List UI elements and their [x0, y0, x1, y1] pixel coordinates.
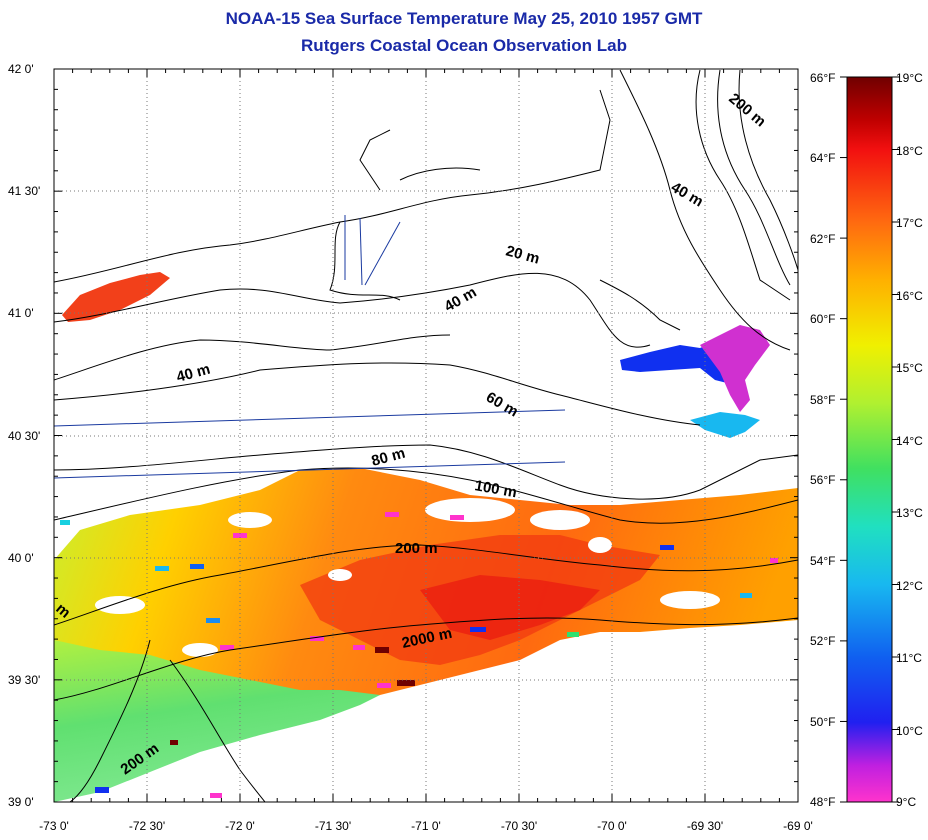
- lon-tick-label: -73 0': [39, 819, 69, 833]
- colorbar-gradient: [846, 76, 893, 803]
- colorbar-f-label: 50°F: [810, 715, 835, 729]
- lat-tick-label: 39 0': [8, 795, 34, 809]
- colorbar-c-label: 11°C: [896, 651, 922, 665]
- cloud-gap: [182, 643, 218, 657]
- colorbar-f-label: 66°F: [810, 71, 835, 85]
- depth-label: 20 m: [504, 242, 541, 267]
- cloud-gap: [660, 591, 720, 609]
- sst-cyan-patch: [690, 412, 760, 438]
- colorbar-c-label: 9°C: [896, 795, 916, 809]
- cloud-gap: [228, 512, 272, 528]
- colorbar-f-label: 52°F: [810, 634, 835, 648]
- lat-tick-label: 39 30': [8, 673, 40, 687]
- depth-label: 40 m: [442, 284, 480, 316]
- sst-cool-patch: [54, 640, 380, 802]
- lon-tick-label: -71 30': [315, 819, 351, 833]
- map-subtitle: Rutgers Coastal Ocean Observation Lab: [301, 36, 627, 55]
- lon-tick-label: -71 0': [411, 819, 441, 833]
- colorbar-f-label: 62°F: [810, 232, 835, 246]
- colorbar-c-label: 16°C: [896, 289, 923, 303]
- colorbar-c-label: 12°C: [896, 579, 923, 593]
- colorbar-f-label: 58°F: [810, 393, 835, 407]
- lat-tick-label: 40 30': [8, 429, 40, 443]
- colorbar-c-label: 18°C: [896, 144, 923, 158]
- lon-tick-label: -70 30': [501, 819, 537, 833]
- lat-tick-label: 41 30': [8, 184, 40, 198]
- depth-label: 60 m: [483, 389, 521, 421]
- sst-red-core-2: [420, 575, 600, 640]
- colorbar-f-label: 48°F: [810, 795, 835, 809]
- lat-tick-label: 42 0': [8, 62, 34, 76]
- colorbar-c-label: 17°C: [896, 216, 923, 230]
- depth-label: 200 m: [395, 540, 438, 557]
- lon-tick-label: -69 0': [783, 819, 813, 833]
- sst-magenta-patch: [700, 325, 770, 412]
- lat-tick-label: 40 0': [8, 551, 34, 565]
- cloud-gap: [530, 510, 590, 530]
- colorbar-c-label: 13°C: [896, 506, 923, 520]
- colorbar-f-label: 64°F: [810, 151, 835, 165]
- cloud-gap: [425, 498, 515, 522]
- sst-red-patch-li: [62, 272, 170, 322]
- colorbar-c-label: 15°C: [896, 361, 923, 375]
- lon-tick-label: -72 0': [225, 819, 255, 833]
- depth-label: 80 m: [370, 445, 407, 470]
- colorbar-f-label: 56°F: [810, 473, 835, 487]
- map-title: NOAA-15 Sea Surface Temperature May 25, …: [225, 9, 703, 28]
- colorbar-c-label: 14°C: [896, 434, 923, 448]
- colorbar-c-label: 19°C: [896, 71, 923, 85]
- cloud-gap: [588, 537, 612, 553]
- colorbar-c-label: 10°C: [896, 724, 923, 738]
- lon-tick-label: -70 0': [597, 819, 627, 833]
- lon-tick-label: -72 30': [129, 819, 165, 833]
- cloud-gap: [328, 569, 352, 581]
- lon-tick-label: -69 30': [687, 819, 723, 833]
- depth-label: 40 m: [668, 179, 706, 211]
- depth-label: 40 m: [175, 361, 212, 386]
- lat-tick-label: 41 0': [8, 306, 34, 320]
- depth-label: 200 m: [725, 90, 769, 130]
- colorbar-f-label: 60°F: [810, 312, 835, 326]
- cloud-gap: [95, 596, 145, 614]
- colorbar-f-label: 54°F: [810, 554, 835, 568]
